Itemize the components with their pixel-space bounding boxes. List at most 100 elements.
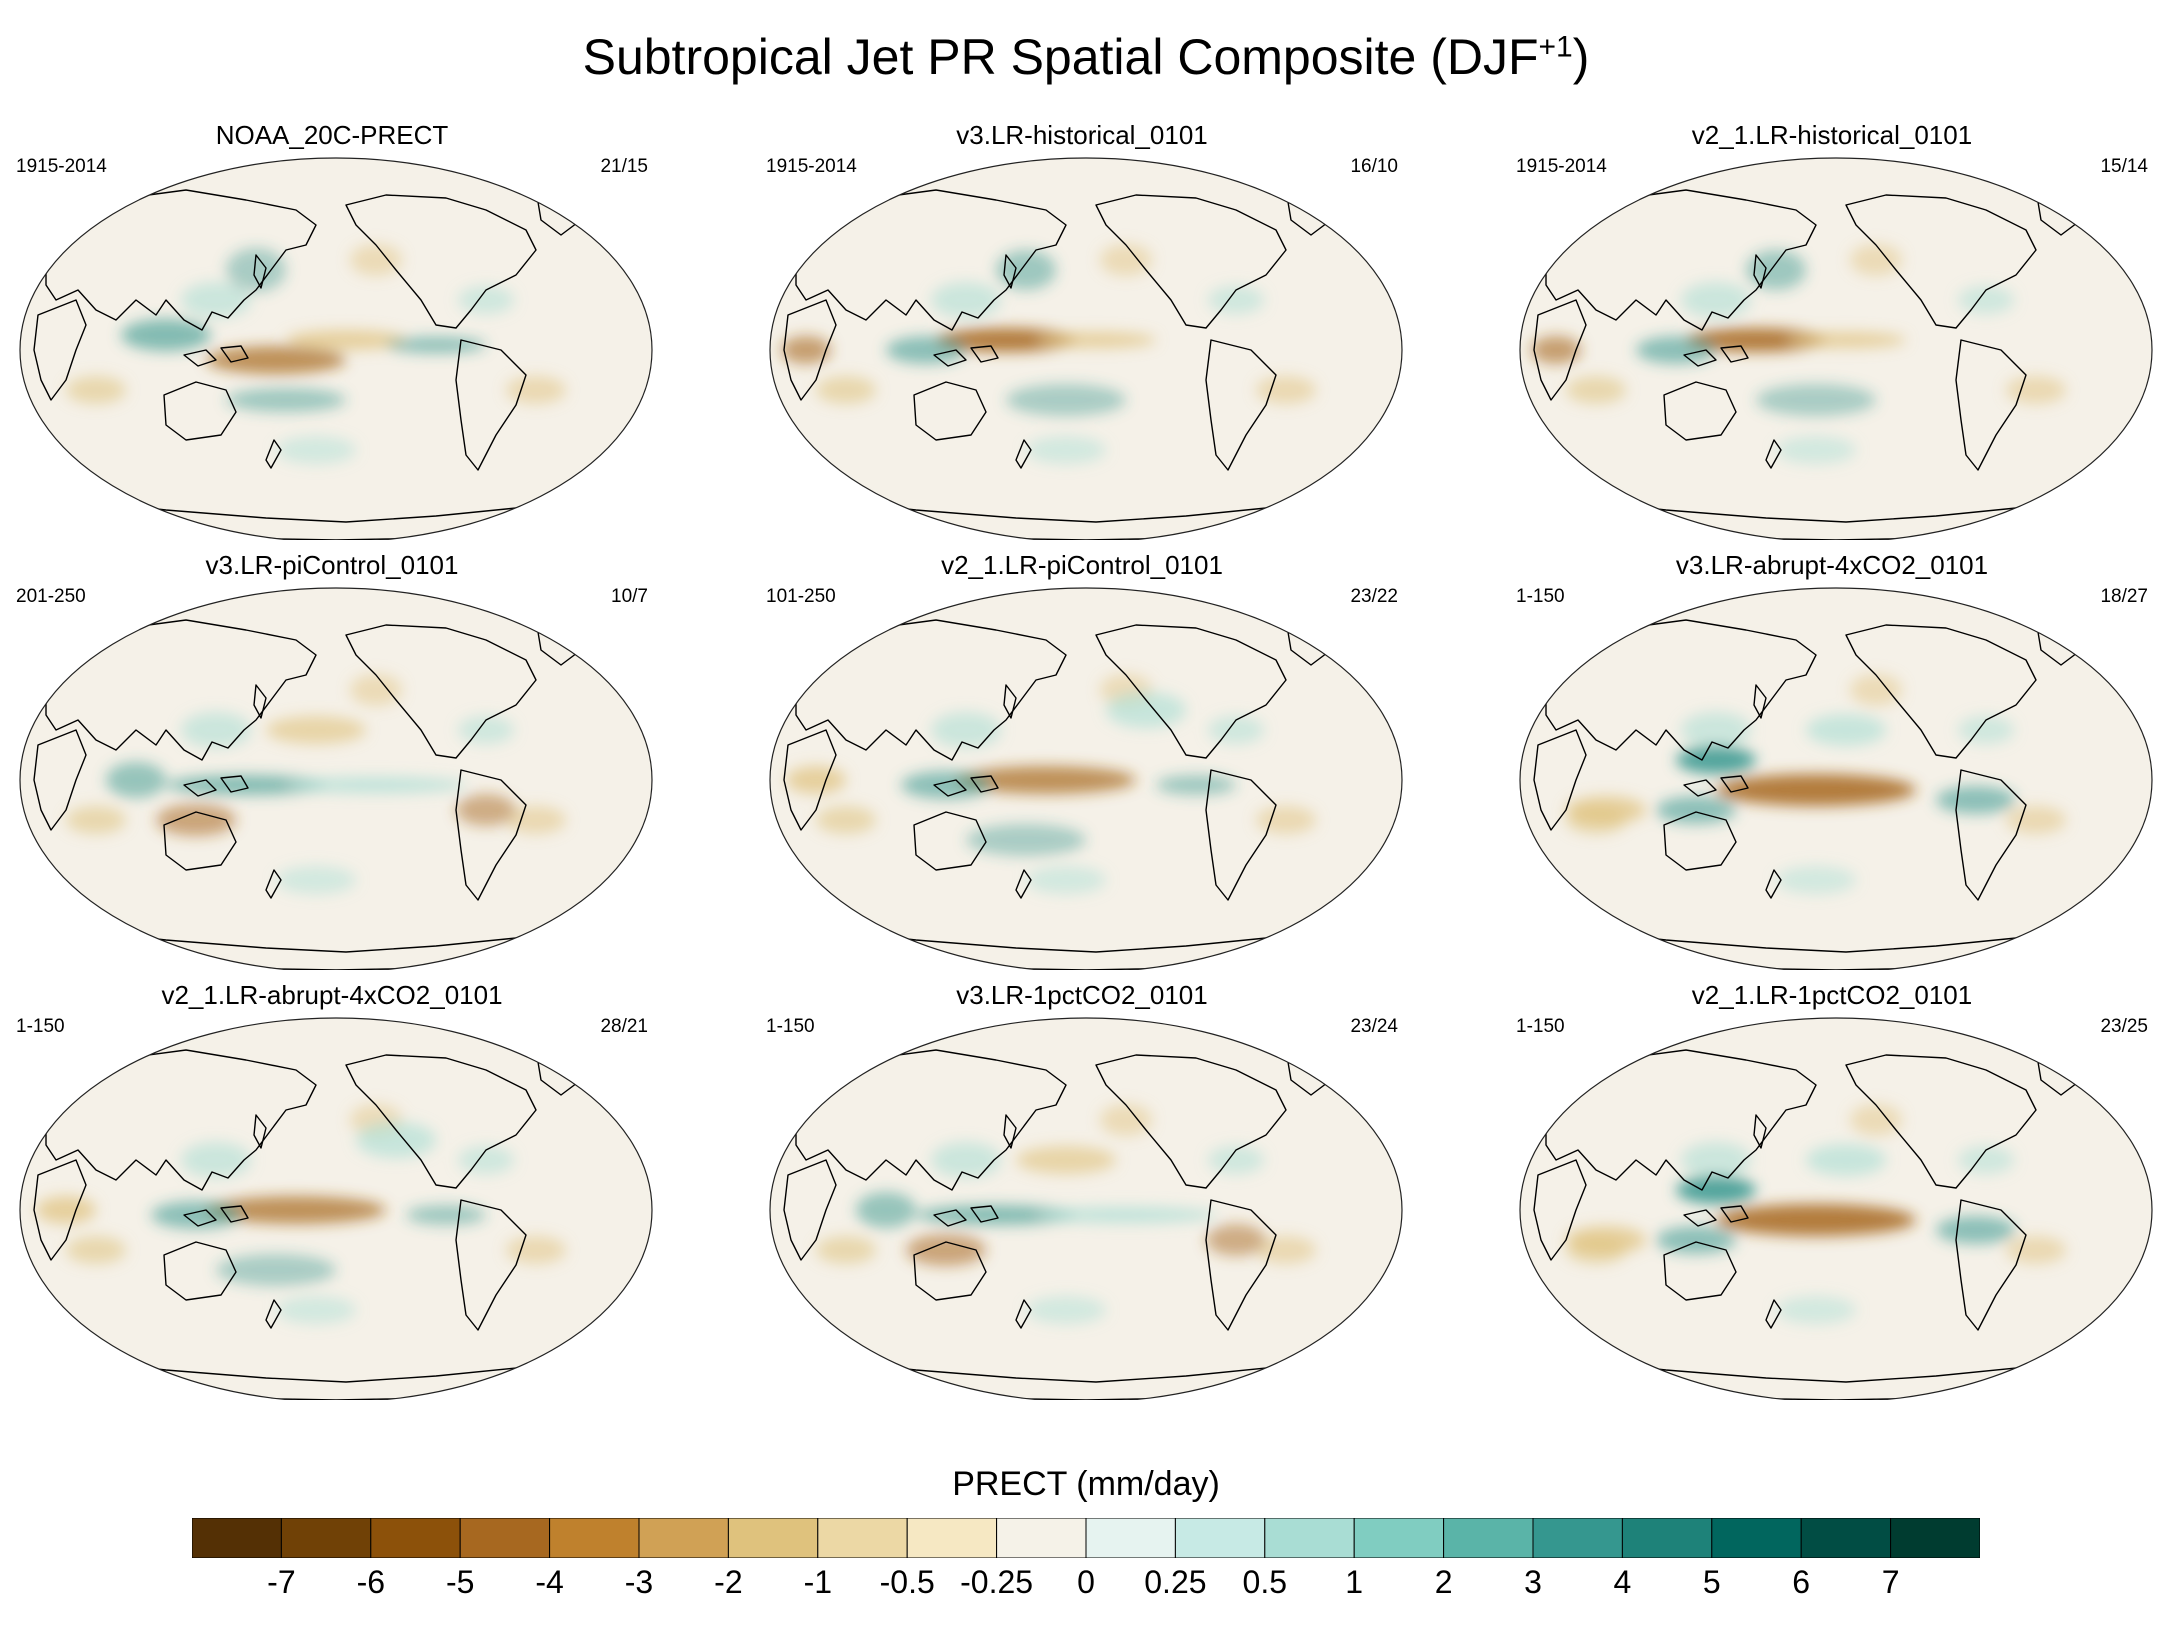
- colorbar-tick: 0.5: [1242, 1564, 1288, 1600]
- anomaly-patch: [1208, 286, 1264, 314]
- map-panel: v2_1.LR-piControl_0101 101-250 23/22: [762, 550, 1403, 970]
- anomaly-patch: [386, 337, 486, 353]
- coastlines: [33, 189, 597, 540]
- colorbar-tick-labels: -7 -6 -5 -4 -3 -2 -1 -0.5 -0.25 0 0.25 0.5 1 2 3 4 5 6 7: [0, 1564, 2172, 1608]
- map-panel: v3.LR-1pctCO2_0101 1-150 23/24: [762, 980, 1403, 1400]
- anomaly-patch: [1776, 436, 1856, 464]
- anomaly-patch: [1681, 1142, 1751, 1178]
- coastline: [1545, 189, 1817, 331]
- coastlines: [783, 189, 1347, 540]
- anomaly-patch: [66, 1236, 126, 1264]
- panel-event-counts: 23/24: [1350, 1016, 1398, 1037]
- colorbar-tick: -1: [803, 1564, 833, 1600]
- panel-title: v2_1.LR-piControl_0101: [941, 550, 1223, 580]
- precip-anomaly-field: [781, 244, 1316, 464]
- anomaly-patch: [1850, 244, 1902, 276]
- colorbar-tick: -7: [267, 1564, 296, 1600]
- anomaly-patch: [1256, 806, 1316, 834]
- panel-event-counts: 16/10: [1350, 156, 1398, 177]
- coastline: [1095, 1054, 1287, 1189]
- colorbar-tick: -2: [714, 1564, 743, 1600]
- colorbar-segment: [1711, 1518, 1802, 1558]
- precip-anomaly-field: [1531, 244, 2066, 464]
- coastline: [1753, 1114, 1767, 1149]
- colorbar-segment: [996, 1518, 1087, 1558]
- anomaly-patch: [1806, 714, 1886, 746]
- coastline: [1753, 254, 1767, 289]
- colorbar-tick: -0.25: [960, 1564, 1034, 1600]
- map-border: [1519, 157, 2153, 540]
- map-background: [770, 158, 1402, 540]
- coastline: [33, 1159, 87, 1261]
- anomaly-patch: [1036, 332, 1156, 348]
- colorbar-segment: [1621, 1518, 1713, 1558]
- anomaly-patch: [181, 282, 251, 318]
- coastline: [345, 1054, 537, 1189]
- coastline: [795, 189, 1067, 331]
- coastline: [183, 349, 217, 367]
- panel-event-counts: 18/27: [2100, 586, 2148, 607]
- anomaly-patch: [1676, 746, 1756, 774]
- coastline: [45, 619, 317, 761]
- anomaly-patch: [181, 1142, 251, 1178]
- panel-title: v3.LR-1pctCO2_0101: [956, 980, 1208, 1010]
- anomaly-patch: [506, 376, 566, 404]
- anomaly-patch: [458, 716, 514, 744]
- coastline: [1663, 811, 1737, 871]
- world-map: [769, 587, 1403, 970]
- panel-year-range: 1-150: [1516, 586, 1565, 607]
- coastline: [1720, 775, 1749, 793]
- anomaly-patch: [816, 1236, 876, 1264]
- anomaly-patch: [1100, 1104, 1152, 1136]
- anomaly-patch: [1566, 1226, 1646, 1254]
- coastline: [970, 775, 999, 793]
- anomaly-patch: [276, 1296, 356, 1324]
- map-border: [769, 157, 1403, 540]
- map-panel: NOAA_20C-PRECT 1915-2014 21/15: [12, 120, 653, 540]
- anomaly-patch: [151, 1201, 241, 1229]
- coastline: [1205, 1199, 1277, 1331]
- world-map: [1519, 587, 2153, 970]
- world-map: [19, 587, 653, 970]
- anomaly-patch: [2006, 806, 2066, 834]
- coastline: [1683, 779, 1717, 797]
- anomaly-patch: [1746, 250, 1806, 290]
- anomaly-patch: [1676, 1176, 1756, 1204]
- anomaly-patch: [1786, 332, 1906, 348]
- coastline: [1720, 345, 1749, 363]
- map-background: [20, 158, 652, 540]
- coastline: [33, 299, 87, 401]
- colorbar-tick: 5: [1702, 1564, 1721, 1600]
- coastline: [1015, 869, 1032, 899]
- map-panel: v2_1.LR-abrupt-4xCO2_0101 1-150 28/21: [12, 980, 653, 1400]
- colorbar-segment: [370, 1518, 461, 1558]
- anomaly-patch: [786, 766, 846, 794]
- precip-anomaly-field: [66, 244, 566, 464]
- anomaly-patch: [66, 806, 126, 834]
- map-border: [1519, 587, 2153, 970]
- panel-event-counts: 21/15: [600, 156, 648, 177]
- map-border: [769, 587, 1403, 970]
- map-border: [1519, 1017, 2153, 1400]
- anomaly-patch: [66, 376, 126, 404]
- anomaly-patch: [356, 1122, 436, 1158]
- colorbar-segment: [1264, 1518, 1355, 1558]
- anomaly-patch: [1936, 786, 2016, 814]
- colorbar-tick: -4: [535, 1564, 564, 1600]
- colorbar-tick: -3: [624, 1564, 654, 1600]
- colorbar-label: PRECT (mm/day): [952, 1465, 1220, 1503]
- coastline: [253, 684, 267, 719]
- colorbar-tick: -5: [445, 1564, 475, 1600]
- coastline: [1765, 869, 1782, 899]
- coastline: [1003, 1114, 1017, 1149]
- colorbar-segment: [1443, 1518, 1534, 1558]
- anomaly-patch: [1208, 1146, 1264, 1174]
- coastline: [265, 869, 282, 899]
- anomaly-patch: [2006, 1236, 2066, 1264]
- anomaly-patch: [206, 1196, 386, 1224]
- coastline: [1545, 619, 1817, 761]
- map-background: [1520, 158, 2152, 540]
- anomaly-patch: [1256, 1236, 1316, 1264]
- coastline: [1095, 624, 1287, 759]
- colorbar-segment: [1890, 1518, 1980, 1558]
